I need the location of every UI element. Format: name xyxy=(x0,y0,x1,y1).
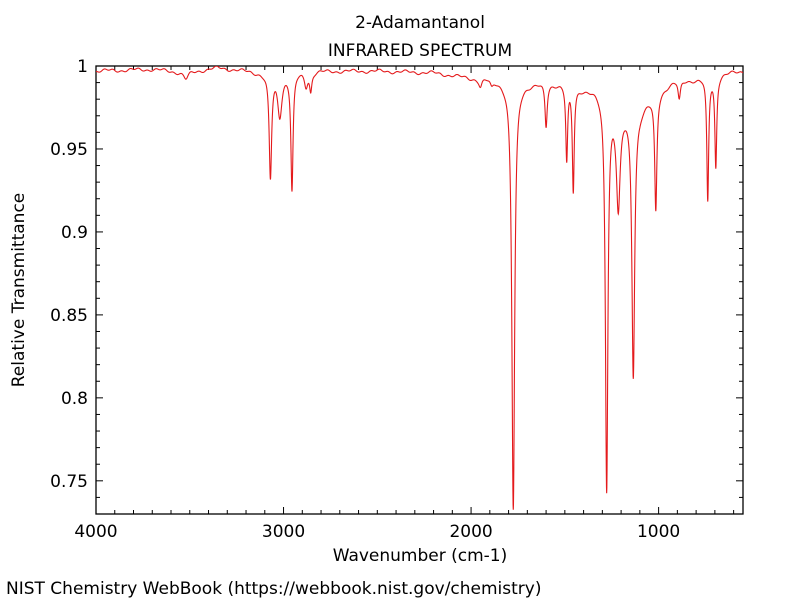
x-axis-label: Wavenumber (cm-1) xyxy=(333,546,508,566)
spectrum-line xyxy=(96,66,743,510)
chart-subtitle: INFRARED SPECTRUM xyxy=(328,41,512,61)
x-tick-label: 4000 xyxy=(74,522,117,542)
source-credit: NIST Chemistry WebBook (https://webbook.… xyxy=(6,579,541,599)
y-tick-label: 0.8 xyxy=(61,389,88,409)
y-axis-label: Relative Transmittance xyxy=(9,193,29,388)
y-tick-label: 0.75 xyxy=(50,472,88,492)
y-tick-label: 0.9 xyxy=(61,223,88,243)
x-tick-label: 2000 xyxy=(449,522,492,542)
y-tick-label: 0.95 xyxy=(50,140,88,160)
plot-frame xyxy=(96,66,743,514)
y-tick-label: 0.85 xyxy=(50,306,88,326)
chart-title: 2-Adamantanol xyxy=(355,13,485,33)
x-tick-label: 3000 xyxy=(262,522,305,542)
y-axis-ticks: 1 0.95 0.9 0.85 0.8 0.75 xyxy=(50,57,743,514)
y-tick-label: 1 xyxy=(77,57,88,77)
x-tick-label: 1000 xyxy=(637,522,680,542)
series-group xyxy=(96,66,743,510)
